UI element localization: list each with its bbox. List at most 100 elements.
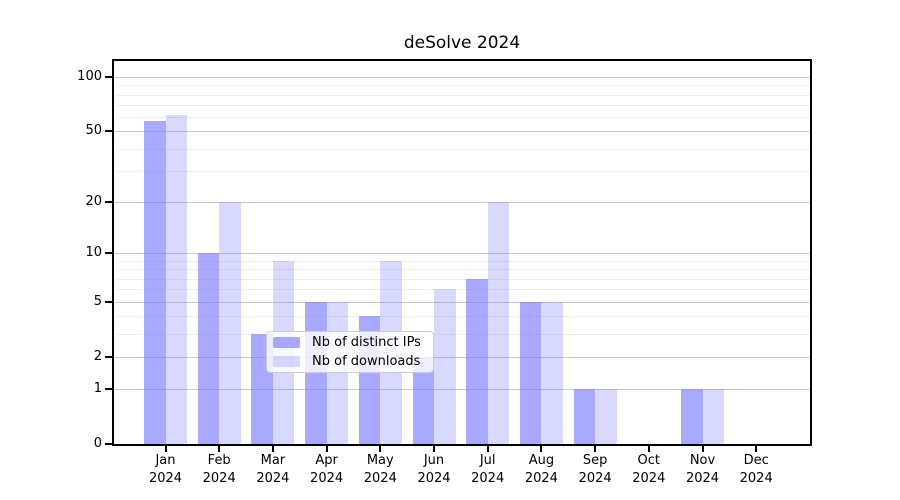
x-tick-label: Nov 2024	[671, 452, 735, 488]
plot-area: Jan 2024 Feb 2024 Mar 2024 Apr 2024 May 2024 Jun 20…	[77, 59, 812, 486]
y-tick	[105, 387, 112, 390]
x-tick-label: Jun 2024	[402, 452, 466, 488]
x-tick	[755, 446, 758, 452]
legend-entry-distinct-ips: Nb of distinct IPs	[273, 335, 427, 350]
bar-nb-of-downloads-feb	[219, 201, 241, 444]
legend-swatch-distinct-ips	[273, 337, 300, 348]
x-tick-month: Apr	[315, 453, 338, 468]
y-gridline-major	[114, 201, 810, 203]
y-gridline-minor	[114, 269, 810, 271]
bar-nb-of-downloads-jul	[487, 201, 510, 444]
bar-nb-of-downloads-jun	[434, 289, 456, 444]
x-tick-year: 2024	[578, 471, 612, 486]
x-tick	[540, 446, 543, 452]
x-tick	[701, 446, 704, 452]
x-tick-month: Mar	[260, 453, 286, 468]
y-gridline-minor	[114, 260, 810, 262]
bar-nb-of-distinct-ips-feb	[197, 253, 220, 444]
x-tick	[271, 446, 274, 452]
y-tick	[105, 130, 112, 133]
x-tick-month: Aug	[528, 453, 555, 468]
x-tick	[594, 446, 597, 452]
x-tick	[379, 446, 382, 452]
y-gridline-minor	[114, 316, 810, 318]
chart-title: deSolve 2024	[403, 33, 521, 53]
bar-nb-of-downloads-sep	[595, 388, 617, 444]
x-tick-label: May 2024	[348, 452, 412, 488]
x-tick-year: 2024	[471, 471, 505, 486]
y-gridline-major	[114, 131, 810, 133]
x-tick-year: 2024	[739, 471, 773, 486]
bar-nb-of-distinct-ips-sep	[573, 388, 596, 444]
bar-nb-of-distinct-ips-jul	[466, 278, 488, 444]
x-tick-label: Apr 2024	[295, 452, 359, 488]
y-tick	[105, 300, 112, 303]
y-tick-label: 100	[77, 69, 102, 85]
x-tick-month: May	[366, 453, 394, 468]
y-gridline-minor	[114, 117, 810, 119]
x-tick-month: Feb	[207, 453, 231, 468]
x-tick-label: Jul 2024	[456, 452, 520, 488]
x-tick-month: Nov	[689, 453, 716, 468]
x-tick-year: 2024	[524, 471, 558, 486]
x-tick	[433, 446, 435, 452]
x-tick	[325, 446, 328, 452]
y-gridline-minor	[114, 148, 810, 150]
x-tick-year: 2024	[148, 471, 183, 486]
y-tick	[105, 443, 112, 445]
y-tick-label: 0	[93, 436, 102, 451]
bar-nb-of-distinct-ips-nov	[681, 388, 703, 444]
x-tick-month: Jul	[479, 453, 496, 468]
y-tick	[105, 200, 112, 203]
x-tick	[647, 446, 650, 452]
y-gridline-major	[114, 301, 810, 303]
y-tick	[105, 76, 112, 79]
y-tick-label: 20	[85, 193, 102, 209]
x-tick-month: Jun	[423, 453, 445, 468]
y-tick	[105, 355, 112, 358]
x-tick	[164, 446, 167, 452]
legend-label-downloads: Nb of downloads	[312, 354, 421, 369]
x-tick	[486, 446, 489, 452]
x-tick-label: Mar 2024	[241, 452, 305, 488]
x-tick-month: Oct	[637, 453, 661, 468]
y-gridline-minor	[114, 278, 810, 280]
bar-nb-of-downloads-jan	[165, 114, 187, 444]
x-tick-month: Jan	[155, 453, 176, 468]
y-gridline-major	[114, 77, 810, 79]
y-gridline-minor	[114, 289, 810, 291]
x-tick-label: Jan 2024	[134, 452, 198, 488]
x-tick	[218, 446, 221, 452]
y-gridline-minor	[114, 105, 810, 107]
x-tick-label: Feb 2024	[187, 452, 251, 488]
bar-nb-of-downloads-aug	[541, 301, 563, 444]
bar-nb-of-distinct-ips-jan	[144, 121, 166, 444]
legend-swatch-downloads	[273, 356, 300, 367]
x-tick-year: 2024	[685, 471, 720, 486]
x-tick-year: 2024	[363, 471, 397, 486]
x-tick-label: Dec 2024	[724, 452, 788, 488]
x-tick-label: Sep 2024	[563, 452, 627, 488]
bar-nb-of-distinct-ips-jun	[412, 356, 434, 444]
y-gridline-minor	[114, 170, 810, 172]
x-tick-year: 2024	[202, 471, 236, 486]
y-tick-label: 5	[93, 293, 102, 309]
y-tick-label: 2	[93, 348, 102, 364]
y-gridline-major	[114, 356, 810, 358]
x-tick-year: 2024	[256, 471, 290, 486]
x-tick-month: Sep	[582, 453, 608, 468]
x-tick-year: 2024	[417, 471, 451, 486]
x-tick-month: Dec	[743, 453, 769, 468]
y-gridline-major	[114, 253, 810, 255]
legend-entry-downloads: Nb of downloads	[273, 354, 427, 369]
x-tick-year: 2024	[632, 471, 666, 486]
x-tick-year: 2024	[310, 471, 344, 486]
y-tick-label: 1	[93, 380, 102, 396]
legend-label-distinct-ips: Nb of distinct IPs	[312, 335, 421, 350]
y-tick-label: 50	[85, 123, 102, 139]
y-tick	[105, 252, 112, 255]
y-gridline-minor	[114, 333, 810, 335]
x-tick-label: Aug 2024	[509, 452, 573, 488]
y-gridline-major	[114, 388, 810, 390]
